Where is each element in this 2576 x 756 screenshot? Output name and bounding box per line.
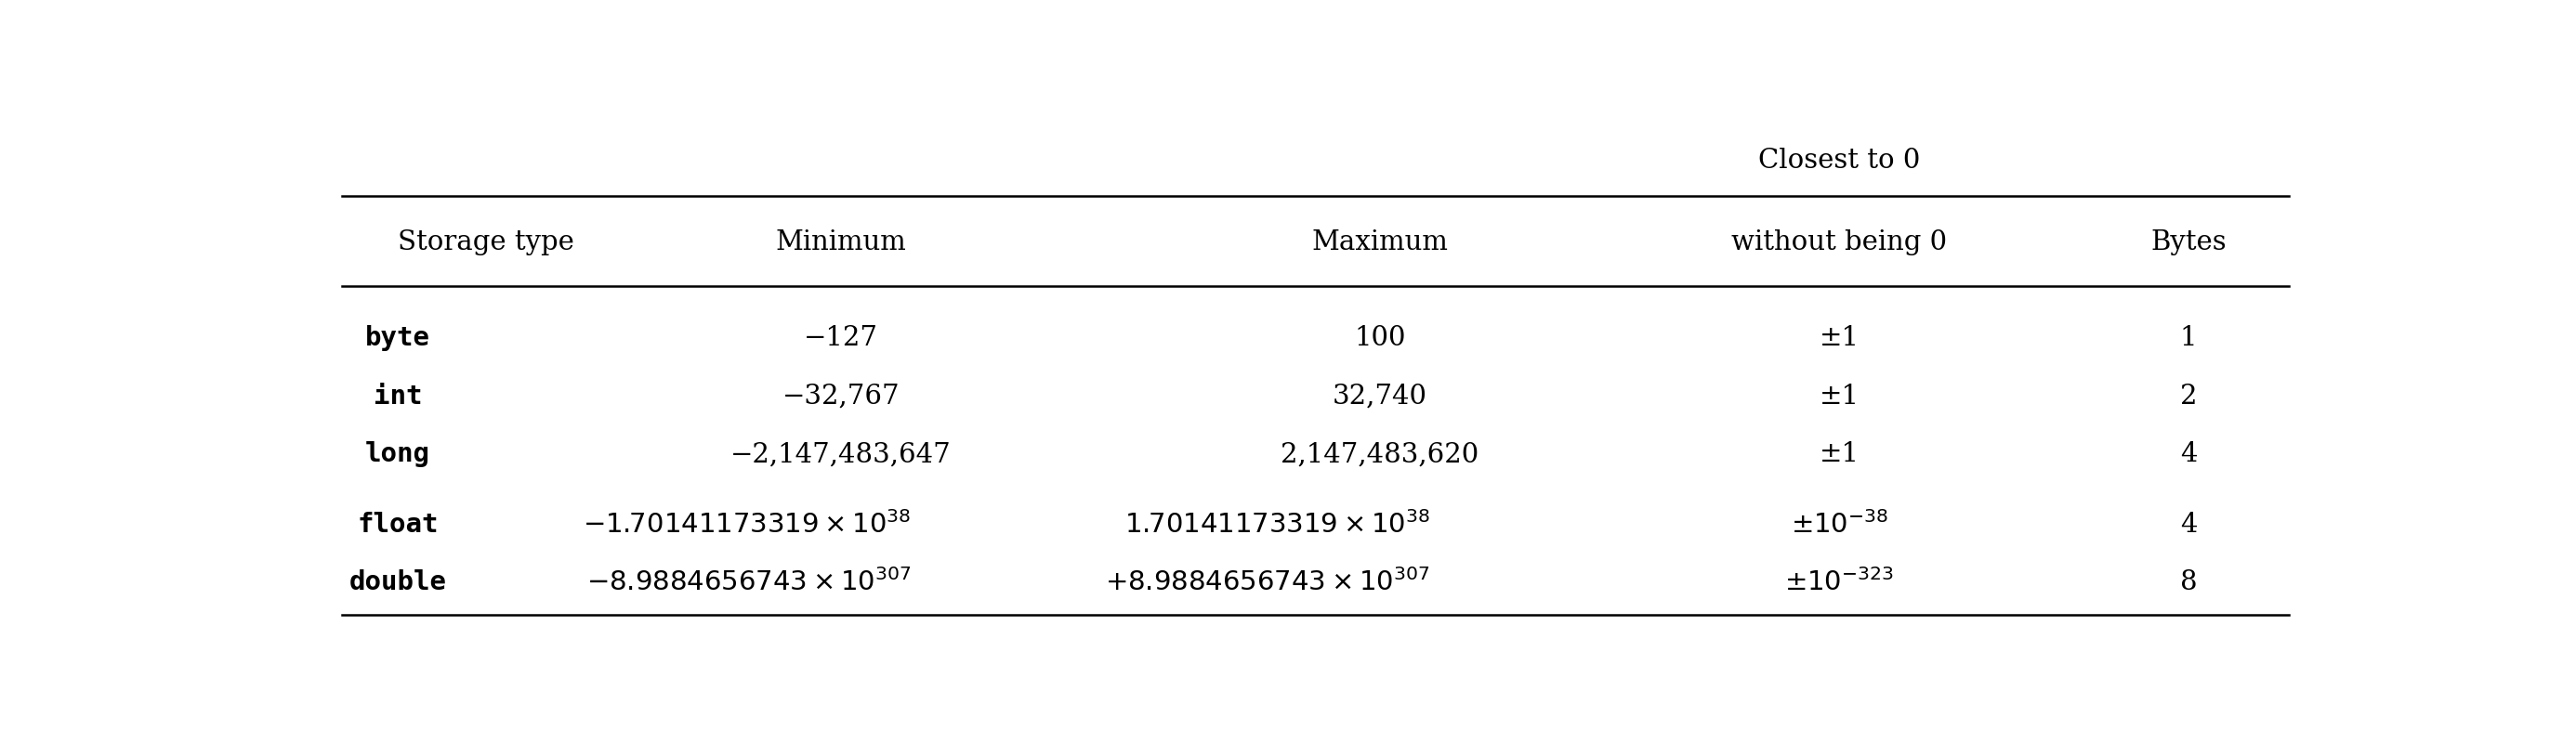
Text: −32,767: −32,767 [783, 383, 899, 409]
Text: $1.70141173319\times10^{38}$: $1.70141173319\times10^{38}$ [1123, 510, 1430, 538]
Text: $+8.9884656743\times10^{307}$: $+8.9884656743\times10^{307}$ [1105, 569, 1430, 596]
Text: −127: −127 [804, 325, 878, 351]
Text: 100: 100 [1355, 325, 1406, 351]
Text: 1: 1 [2179, 325, 2197, 351]
Text: −2,147,483,647: −2,147,483,647 [732, 442, 951, 467]
Text: Maximum: Maximum [1311, 229, 1448, 255]
Text: long: long [366, 442, 430, 467]
Text: 4: 4 [2179, 511, 2197, 538]
Text: Closest to 0: Closest to 0 [1759, 147, 1919, 174]
Text: $-8.9884656743\times10^{307}$: $-8.9884656743\times10^{307}$ [585, 569, 912, 596]
Text: Storage type: Storage type [397, 229, 574, 255]
Text: 4: 4 [2179, 442, 2197, 467]
Text: ±1: ±1 [1819, 442, 1860, 467]
Text: $\pm10^{-38}$: $\pm10^{-38}$ [1790, 510, 1888, 538]
Text: Minimum: Minimum [775, 229, 907, 255]
Text: 32,740: 32,740 [1332, 383, 1427, 409]
Text: 2,147,483,620: 2,147,483,620 [1280, 442, 1479, 467]
Text: ±1: ±1 [1819, 325, 1860, 351]
Text: int: int [374, 383, 422, 409]
Text: double: double [350, 569, 446, 596]
Text: byte: byte [366, 325, 430, 351]
Text: 2: 2 [2179, 383, 2197, 409]
Text: Bytes: Bytes [2151, 229, 2226, 255]
Text: $\pm10^{-323}$: $\pm10^{-323}$ [1785, 569, 1893, 596]
Text: 8: 8 [2179, 569, 2197, 596]
Text: $-1.70141173319\times10^{38}$: $-1.70141173319\times10^{38}$ [582, 510, 912, 538]
Text: ±1: ±1 [1819, 383, 1860, 409]
Text: float: float [358, 511, 438, 538]
Text: without being 0: without being 0 [1731, 229, 1947, 255]
